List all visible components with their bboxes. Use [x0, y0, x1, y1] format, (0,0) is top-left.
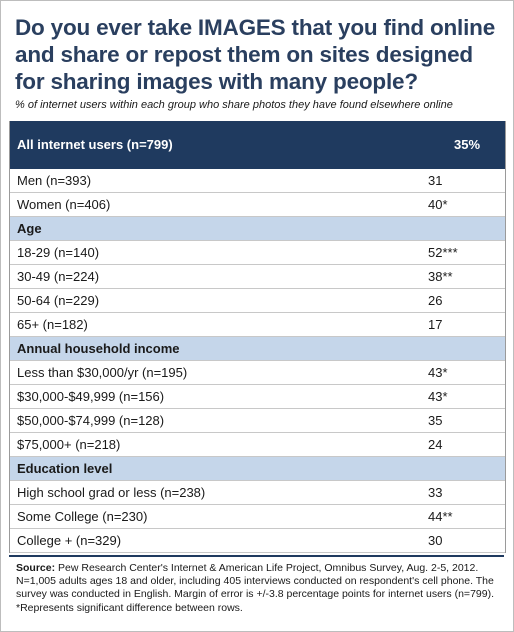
row-value: 30 — [428, 533, 443, 548]
section-heading-label: Education level — [17, 461, 113, 476]
source-text: Pew Research Center's Internet & America… — [16, 562, 494, 614]
row-value: 52*** — [428, 245, 458, 260]
table-row: $30,000-$49,999 (n=156) 43* — [10, 385, 505, 409]
header-value: 35% — [454, 137, 481, 152]
row-label: $30,000-$49,999 (n=156) — [17, 389, 165, 404]
section-heading-label: Age — [17, 221, 42, 236]
row-value: 31 — [428, 173, 443, 188]
row-label: $50,000-$74,999 (n=128) — [17, 413, 165, 428]
table-row: Less than $30,000/yr (n=195) 43* — [10, 361, 505, 385]
subtitle: % of internet users within each group wh… — [15, 99, 453, 111]
row-label: Some College (n=230) — [17, 509, 148, 524]
row-label: 50-64 (n=229) — [17, 293, 100, 308]
row-label: Less than $30,000/yr (n=195) — [17, 365, 188, 380]
table-row: $50,000-$74,999 (n=128) 35 — [10, 409, 505, 433]
table-row: 50-64 (n=229) 26 — [10, 289, 505, 313]
row-value: 38** — [428, 269, 453, 284]
section-heading-label: Annual household income — [17, 341, 180, 356]
row-value: 44** — [428, 509, 453, 524]
page-title: Do you ever take IMAGES that you find on… — [15, 15, 496, 94]
source-note: Source: Pew Research Center's Internet &… — [9, 555, 504, 621]
table-header-row: All internet users (n=799) 35% — [10, 121, 505, 169]
header-label: All internet users (n=799) — [17, 137, 173, 152]
row-label: High school grad or less (n=238) — [17, 485, 206, 500]
table-row: 65+ (n=182) 17 — [10, 313, 505, 337]
source-label: Source: — [16, 562, 56, 574]
data-table: All internet users (n=799) 35% Men (n=39… — [9, 121, 506, 553]
row-label: 18-29 (n=140) — [17, 245, 100, 260]
row-label: $75,000+ (n=218) — [17, 437, 121, 452]
row-label: College + (n=329) — [17, 533, 122, 548]
table-row: High school grad or less (n=238) 33 — [10, 481, 505, 505]
row-value: 26 — [428, 293, 443, 308]
row-value: 33 — [428, 485, 443, 500]
section-heading-age: Age — [10, 217, 505, 241]
table-row: Some College (n=230) 44** — [10, 505, 505, 529]
row-value: 17 — [428, 317, 443, 332]
table-row: 30-49 (n=224) 38** — [10, 265, 505, 289]
table-row: College + (n=329) 30 — [10, 529, 505, 553]
section-heading-education: Education level — [10, 457, 505, 481]
row-value: 43* — [428, 389, 448, 404]
table-row: Men (n=393) 31 — [10, 169, 505, 193]
row-label: Women (n=406) — [17, 197, 111, 212]
row-value: 40* — [428, 197, 448, 212]
table-row: Women (n=406) 40* — [10, 193, 505, 217]
table-row: 18-29 (n=140) 52*** — [10, 241, 505, 265]
section-heading-income: Annual household income — [10, 337, 505, 361]
row-label: Men (n=393) — [17, 173, 92, 188]
row-label: 65+ (n=182) — [17, 317, 88, 332]
table-row: $75,000+ (n=218) 24 — [10, 433, 505, 457]
row-value: 24 — [428, 437, 443, 452]
row-value: 43* — [428, 365, 448, 380]
row-value: 35 — [428, 413, 443, 428]
row-label: 30-49 (n=224) — [17, 269, 100, 284]
